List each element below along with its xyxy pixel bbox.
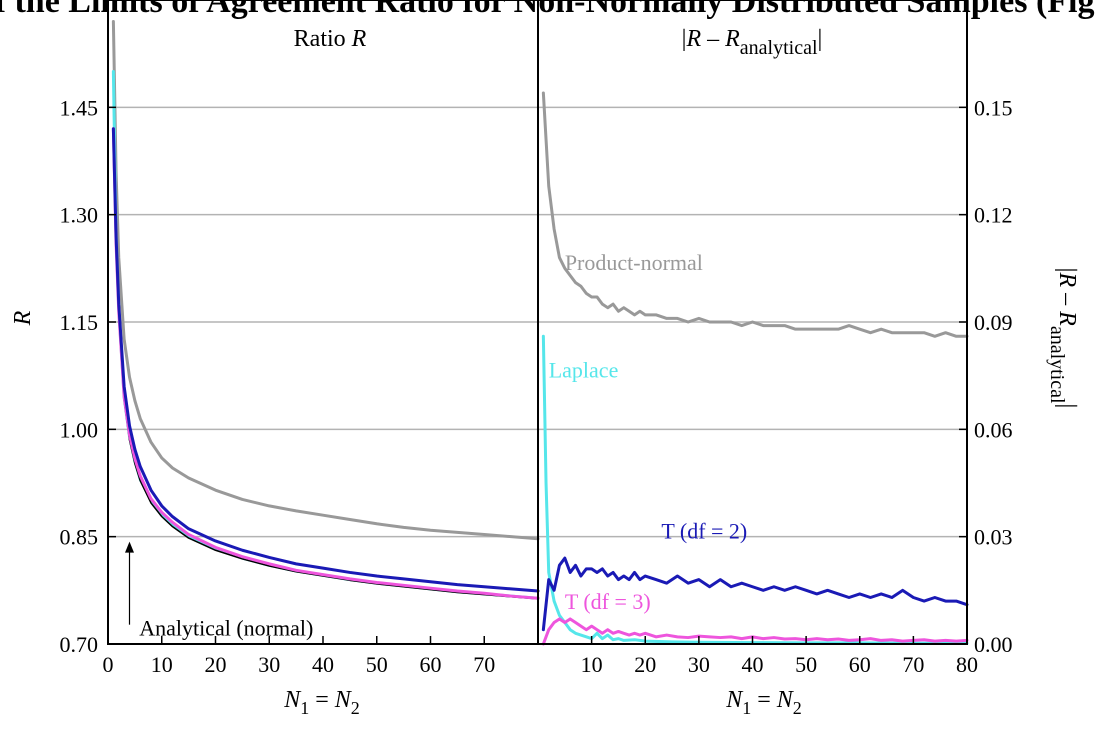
right-ticks: 10 20 30 40 50 60 70 800.00 0.03 0.06 0.09 0.12 0.15 xyxy=(581,95,1013,677)
y-tick-label: 0.85 xyxy=(60,525,99,550)
x-tick-label: 10 xyxy=(581,652,603,677)
series-label-laplace: Laplace xyxy=(549,357,619,382)
y-tick-label: 0.09 xyxy=(974,310,1013,335)
series-product-normal xyxy=(111,19,540,541)
left-x-axis-label: N1 = N2 xyxy=(283,687,360,718)
y-tick-label: 0.06 xyxy=(974,417,1013,442)
x-tick-label: 60 xyxy=(849,652,871,677)
y-tick-label: 1.15 xyxy=(60,310,99,335)
annotation-text: Analytical (normal) xyxy=(139,615,313,640)
y-tick-label: 1.45 xyxy=(60,95,99,120)
x-tick-label: 0 xyxy=(103,652,114,677)
x-tick-label: 10 xyxy=(151,652,173,677)
y-tick-label: 1.00 xyxy=(60,417,99,442)
figure-title: ysis of the Limits of Agreement Ratio fo… xyxy=(0,0,1095,20)
x-tick-label: 70 xyxy=(473,652,495,677)
right-grid xyxy=(538,106,967,538)
y-tick-label: 0.12 xyxy=(974,203,1013,228)
left-y-axis-label: R xyxy=(10,310,36,326)
series-t-df2 xyxy=(111,127,540,593)
y-tick-label: 0.00 xyxy=(974,632,1013,657)
left-panel-title: Ratio R xyxy=(294,26,367,52)
x-tick-label: 70 xyxy=(902,652,924,677)
right-x-axis-label: N1 = N2 xyxy=(725,687,802,718)
x-tick-label: 60 xyxy=(420,652,442,677)
x-tick-label: 30 xyxy=(688,652,710,677)
y-tick-label: 0.03 xyxy=(974,525,1013,550)
left-grid xyxy=(108,106,538,538)
x-tick-label: 40 xyxy=(312,652,334,677)
x-tick-label: 40 xyxy=(742,652,764,677)
x-tick-label: 20 xyxy=(205,652,227,677)
series-t-df2 xyxy=(541,556,969,632)
right-panel-title: |R – Ranalytical| xyxy=(682,26,823,59)
series-laplace xyxy=(541,334,969,645)
x-tick-label: 20 xyxy=(634,652,656,677)
right-y-axis-label: |R – Ranalytical| xyxy=(1046,268,1080,409)
x-tick-label: 50 xyxy=(366,652,388,677)
annotation-arrowhead xyxy=(125,541,134,553)
left-series xyxy=(111,19,540,600)
right-series xyxy=(541,91,969,646)
x-tick-label: 50 xyxy=(795,652,817,677)
series-label-t-df2: T (df = 2) xyxy=(661,518,747,543)
x-tick-label: 30 xyxy=(258,652,280,677)
series-t-df3 xyxy=(111,127,540,600)
series-label-t-df3: T (df = 3) xyxy=(565,589,651,614)
right-series-labels: Product-normal Laplace T (df = 2) T (df = 3… xyxy=(549,250,748,614)
left-ticks: 0 10 20 30 40 50 60 70 0.70 0.85 1.00 1.15 1.30 1.45 xyxy=(60,95,496,677)
y-tick-label: 1.30 xyxy=(60,203,99,228)
x-tick-label: 80 xyxy=(956,652,978,677)
series-t-df3 xyxy=(541,617,969,646)
y-tick-label: 0.15 xyxy=(974,95,1013,120)
analytical-annotation: Analytical (normal) xyxy=(125,541,313,640)
y-tick-label: 0.70 xyxy=(60,632,99,657)
series-product-normal xyxy=(541,91,969,338)
series-label-product-normal: Product-normal xyxy=(565,250,703,275)
